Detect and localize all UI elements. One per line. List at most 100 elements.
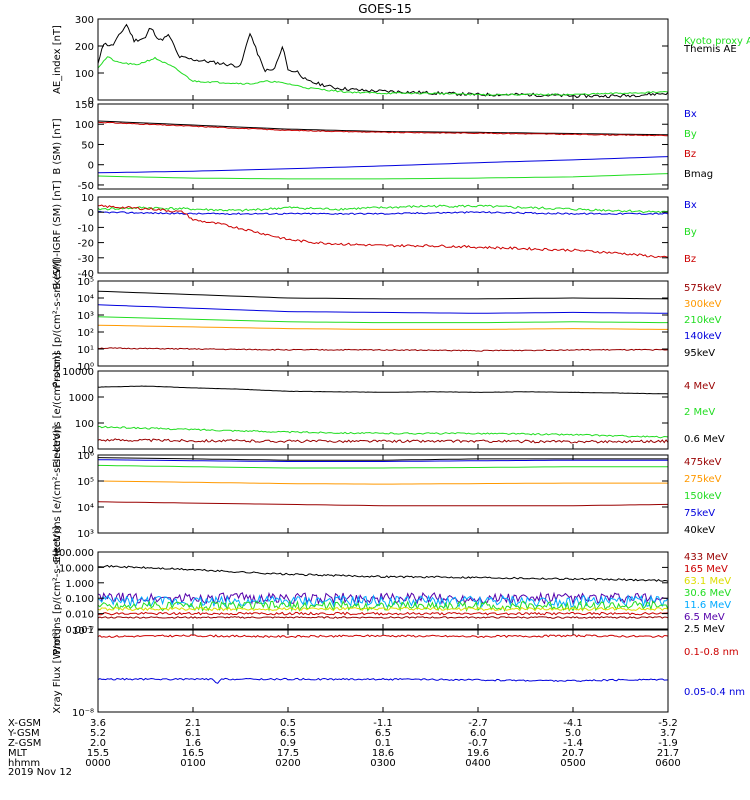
series-line-4-mev xyxy=(98,438,668,444)
legend-entry: 275keV xyxy=(684,474,722,485)
y-tick-label: 10³ xyxy=(77,529,94,540)
x-row-value: 0.1 xyxy=(375,738,391,749)
x-row-value: 20.7 xyxy=(562,748,584,759)
panel-frame xyxy=(97,18,669,101)
x-row-value: 0.5 xyxy=(280,718,296,729)
x-row-value: 2.1 xyxy=(185,718,201,729)
series-group xyxy=(98,564,668,619)
x-row-value: 3.6 xyxy=(90,718,106,729)
x-row-value: 0300 xyxy=(370,758,395,769)
legend-entry: By xyxy=(684,227,697,238)
legend-entry: Kyoto proxy AE xyxy=(684,36,750,47)
x-row-value: -5.2 xyxy=(658,718,678,729)
x-row-value: -1.1 xyxy=(373,718,393,729)
y-tick-label: 10⁵ xyxy=(77,277,94,288)
series-line-575kev xyxy=(98,347,668,352)
legend-entry: Bmag xyxy=(684,169,713,180)
legend-entry: 75keV xyxy=(684,508,715,519)
y-axis-label: B (SM) [nT] xyxy=(52,118,63,174)
x-row-name: X-GSM xyxy=(8,718,41,729)
series-line-0-1-0-8-nm xyxy=(98,634,668,639)
y-tick-label: 10000 xyxy=(62,367,94,378)
legend-entry: 0.05-0.4 nm xyxy=(684,687,745,698)
legend-entry: Themis AE xyxy=(683,44,737,55)
series-line-140kev xyxy=(98,304,668,314)
date-label: 2019 Nov 12 xyxy=(8,767,72,778)
series-line-0-05-0-4-nm xyxy=(98,677,668,684)
y-tick-label: -50 xyxy=(78,181,94,192)
panel-frame xyxy=(97,280,669,367)
series-group xyxy=(98,385,668,444)
series-line-bx xyxy=(98,156,668,174)
x-row-value: 6.0 xyxy=(470,728,486,739)
y-tick-label: 1000 xyxy=(69,393,94,404)
series-group xyxy=(98,290,668,352)
legend-entry: 40keV xyxy=(684,525,715,536)
series-line-75kev xyxy=(98,459,668,462)
series-line-by xyxy=(98,204,668,214)
legend-entry: 6.5 MeV xyxy=(684,612,725,623)
series-line-2-5-mev xyxy=(98,564,668,582)
series-line-0-6-mev xyxy=(98,385,668,395)
panel-6: 10³ 10⁴ 10⁵ 10⁶ Electrons [e/(cm²-s-sr-keV)]… xyxy=(52,425,722,562)
legend-entry: 210keV xyxy=(684,315,722,326)
x-row-value: 6.1 xyxy=(185,728,201,739)
y-axis-label: Protons [p/(cm²-s-sr-keV)] xyxy=(52,526,63,654)
x-row-value: 2.0 xyxy=(90,738,106,749)
y-tick-label: 0.100 xyxy=(65,594,94,605)
x-row-value: 0600 xyxy=(655,758,680,769)
panel-7: 0.001 0.010 0.100 1.000 10.000 100.000Protons… xyxy=(52,526,731,654)
x-row-value: 0200 xyxy=(275,758,300,769)
panel-frame xyxy=(97,196,669,274)
series-line-30-6-mev xyxy=(98,599,668,613)
y-tick-label: 150 xyxy=(75,100,94,111)
x-row-value: 21.7 xyxy=(657,748,679,759)
y-axis-label: Electrons [e/(cm²-s-sr-keV)] xyxy=(52,425,63,562)
x-row-value: 1.6 xyxy=(185,738,201,749)
y-tick-label: -40 xyxy=(78,269,94,280)
y-tick-label: 10² xyxy=(77,328,94,339)
y-tick-label: 100 xyxy=(75,120,94,131)
x-row-name: Z-GSM xyxy=(8,738,41,749)
x-row-value: 6.5 xyxy=(375,728,391,739)
legend-entry: 2 MeV xyxy=(684,407,715,418)
x-row-value: -1.9 xyxy=(658,738,678,749)
y-tick-label: 10⁵ xyxy=(77,477,94,488)
panel-8: 10⁻⁸ 10⁻⁷ Xray Flux [W/m²] 0.1-0.8 nm 0.05-0… xyxy=(52,626,745,719)
x-row-value: 0400 xyxy=(465,758,490,769)
series-line-bz xyxy=(98,204,668,258)
x-row-value: 0000 xyxy=(85,758,110,769)
y-tick-label: -10 xyxy=(78,223,94,234)
legend-entry: 165 MeV xyxy=(684,564,728,575)
x-row-value: 15.5 xyxy=(87,748,109,759)
y-axis-label: Xray Flux [W/m²] xyxy=(52,628,63,713)
x-row-value: -4.1 xyxy=(563,718,583,729)
x-row-value: 16.5 xyxy=(182,748,204,759)
series-line-kyoto-proxy-ae xyxy=(98,56,668,96)
figure-title: GOES-15 xyxy=(358,2,412,16)
y-tick-label: 10⁴ xyxy=(77,503,94,514)
legend-entry: 11.6 MeV xyxy=(684,600,731,611)
y-tick-label: 10 xyxy=(81,193,94,204)
series-line-6-5-mev xyxy=(98,591,668,606)
legend-entry: By xyxy=(684,129,697,140)
y-tick-label: 10 xyxy=(81,445,94,456)
series-line-95kev xyxy=(98,290,668,300)
panel-frame xyxy=(97,370,669,450)
series-line-bx xyxy=(98,210,668,216)
series-line-433-mev xyxy=(98,616,668,619)
x-row-value: 0.9 xyxy=(280,738,296,749)
legend-entry: 4 MeV xyxy=(684,381,715,392)
series-group xyxy=(98,457,668,507)
y-tick-label: 100 xyxy=(75,69,94,80)
y-axis-label: Protons [p/(cm²-s-sr-keV)] xyxy=(52,259,63,387)
y-tick-label: 50 xyxy=(81,140,94,151)
legend-entry: 575keV xyxy=(684,283,722,294)
x-row-value: -2.7 xyxy=(468,718,488,729)
y-tick-label: 0.001 xyxy=(65,625,94,636)
y-tick-label: 100 xyxy=(75,419,94,430)
y-tick-label: 10³ xyxy=(77,311,94,322)
x-row-value: 5.0 xyxy=(565,728,581,739)
